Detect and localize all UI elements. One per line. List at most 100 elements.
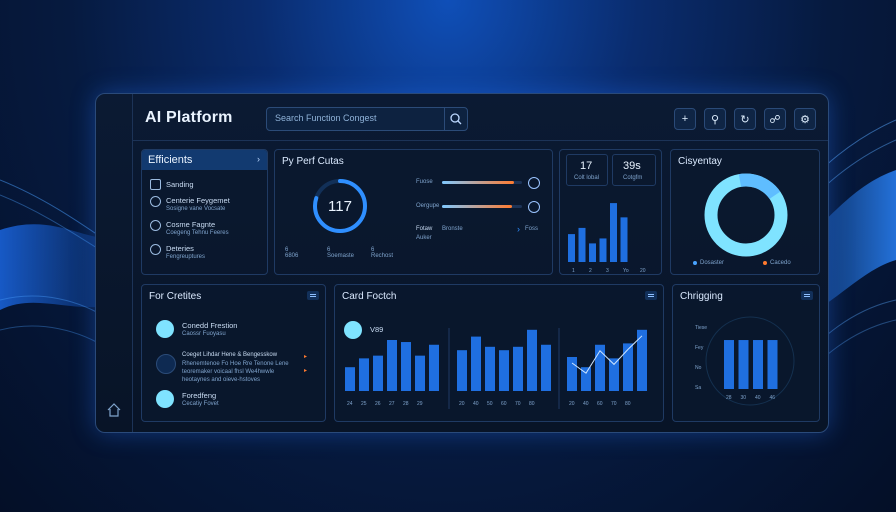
perf-stat: 6 6806	[285, 247, 299, 259]
refresh-button[interactable]: ↻	[734, 108, 756, 130]
slider-dial-icon[interactable]	[528, 201, 540, 213]
chart-backdrop-ring	[705, 316, 795, 406]
list-item-title: Coeget Lihdar Hene & Bengesskow	[182, 352, 278, 358]
dashboard-window: AI Platform Search Function Congest + ⚲ …	[95, 93, 829, 433]
chrigging-y-tick: Fey	[695, 345, 704, 351]
chrigging-x-tick: 28	[726, 395, 732, 401]
slider-fill	[442, 205, 513, 208]
foctch-bar	[373, 355, 383, 391]
search-bar[interactable]: Search Function Congest	[266, 107, 468, 131]
home-icon[interactable]	[106, 402, 122, 418]
foctch-bar	[415, 355, 425, 391]
foctch-bar	[457, 350, 467, 391]
kpi-label: Cotgfm	[623, 175, 643, 181]
share-button[interactable]: ☍	[764, 108, 786, 130]
foctch-bar	[567, 357, 577, 391]
kpi-card: 17 Colt lobal 39s Cotgfm 1 2 3 Yo 20	[559, 149, 662, 275]
foctch-tick-label: 70	[611, 401, 617, 407]
foctch-tick-label: 40	[473, 401, 479, 407]
feedback-icon	[156, 390, 174, 408]
kpi-tick-label: Yo	[623, 268, 629, 274]
foctch-bar	[429, 344, 439, 391]
foctch-bar	[541, 344, 551, 391]
sidebar-item-label: Deteries	[166, 244, 194, 253]
legend-dot	[763, 261, 767, 265]
kpi-bar	[578, 227, 586, 262]
efficients-header[interactable]: Efficients ›	[142, 150, 267, 170]
foctch-bar-charts: 24 25 26 27 28 29 20 40 50 60 70 80 20 40 60 70 80	[345, 328, 647, 409]
legend-label: Cacedo	[770, 260, 791, 266]
add-button[interactable]: +	[674, 108, 696, 130]
menu-button[interactable]	[645, 291, 657, 300]
clock-icon	[150, 220, 161, 231]
chevron-right-icon: ›	[257, 154, 260, 164]
menu-button[interactable]	[307, 291, 319, 300]
kpi-box: 17 Colt lobal	[566, 154, 608, 186]
gauge-value: 117	[328, 198, 352, 215]
foctch-bar	[595, 344, 605, 391]
slider-dial-icon[interactable]	[528, 177, 540, 189]
foctch-bar	[623, 343, 633, 391]
app-title: AI Platform	[145, 109, 233, 126]
chrigging-x-tick: 40	[755, 395, 761, 401]
perf-gauge: 117	[313, 179, 367, 233]
search-icon: ⚲	[710, 113, 720, 126]
foctch-tick-label: 29	[417, 401, 423, 407]
foctch-tick-label: 70	[515, 401, 521, 407]
foctch-tick-label: 27	[389, 401, 395, 407]
foctch-tick-label: 26	[375, 401, 381, 407]
kpi-value: 39s	[623, 160, 641, 172]
kpi-label: Colt lobal	[574, 175, 600, 181]
foctch-bar	[527, 329, 537, 391]
left-rail	[96, 94, 133, 432]
chrigging-bar	[724, 340, 734, 389]
foctch-tick-label: 40	[583, 401, 589, 407]
chevron-right-icon[interactable]: ›	[517, 224, 520, 234]
kpi-box: 39s Cotgfm	[612, 154, 656, 186]
foctch-tick-label: 80	[529, 401, 535, 407]
chrigging-title: Chrigging	[680, 291, 723, 302]
search-input[interactable]: Search Function Congest	[275, 113, 377, 123]
kpi-bar	[568, 234, 575, 262]
foctch-bar	[345, 367, 355, 391]
header-divider	[132, 140, 828, 141]
kpi-tick-label: 20	[640, 268, 646, 274]
globe-icon	[150, 196, 161, 207]
donut-title: Cisyentay	[678, 156, 722, 167]
foctch-tick-label: 28	[403, 401, 409, 407]
cretites-card: For Cretites Conedd Frestion Caossr Fuoy…	[141, 284, 326, 422]
sidebar-item-sub: Coegeng Tehnu Feeres	[166, 230, 229, 236]
find-button[interactable]: ⚲	[704, 108, 726, 130]
list-item-title: Foredfeng	[182, 391, 217, 400]
slider-row: Oergupe	[416, 201, 546, 213]
settings-button[interactable]: ⚙	[794, 108, 816, 130]
foctch-bar	[387, 340, 397, 391]
foctch-tick-label: 60	[501, 401, 507, 407]
foctch-tick-label: 80	[625, 401, 631, 407]
perf-link[interactable]: Foss	[525, 226, 539, 232]
foctch-bar	[359, 358, 369, 391]
lock-icon	[344, 321, 362, 339]
gear-icon	[150, 244, 161, 255]
slider-track[interactable]	[442, 205, 522, 208]
kpi-bar	[599, 238, 607, 262]
search-button[interactable]	[444, 108, 467, 130]
slider-track[interactable]	[442, 181, 522, 184]
foctch-bar	[581, 367, 591, 391]
toolbar: + ⚲ ↻ ☍ ⚙	[674, 108, 816, 130]
legend-dot	[693, 261, 697, 265]
perf-stat: 6 Rechost	[371, 247, 394, 259]
chrigging-bar-chart: Tiese Fey No Sa 28 30 40 46	[695, 316, 795, 406]
kpi-tick-label: 2	[589, 268, 592, 274]
list-item-title: Conedd Frestion	[182, 321, 238, 330]
list-item-sub: Caossr Fuoyasu	[182, 331, 226, 337]
efficients-title: Efficients	[148, 154, 193, 166]
foctch-tick-label: 50	[487, 401, 493, 407]
perf-title: Py Perf Cutas	[282, 156, 344, 167]
kpi-bar	[610, 203, 617, 262]
chrigging-bar	[738, 340, 749, 389]
trend-line	[571, 335, 643, 374]
foctch-tick-label: 20	[459, 401, 465, 407]
slider-row: Fuose	[416, 177, 546, 189]
menu-button[interactable]	[801, 291, 813, 300]
